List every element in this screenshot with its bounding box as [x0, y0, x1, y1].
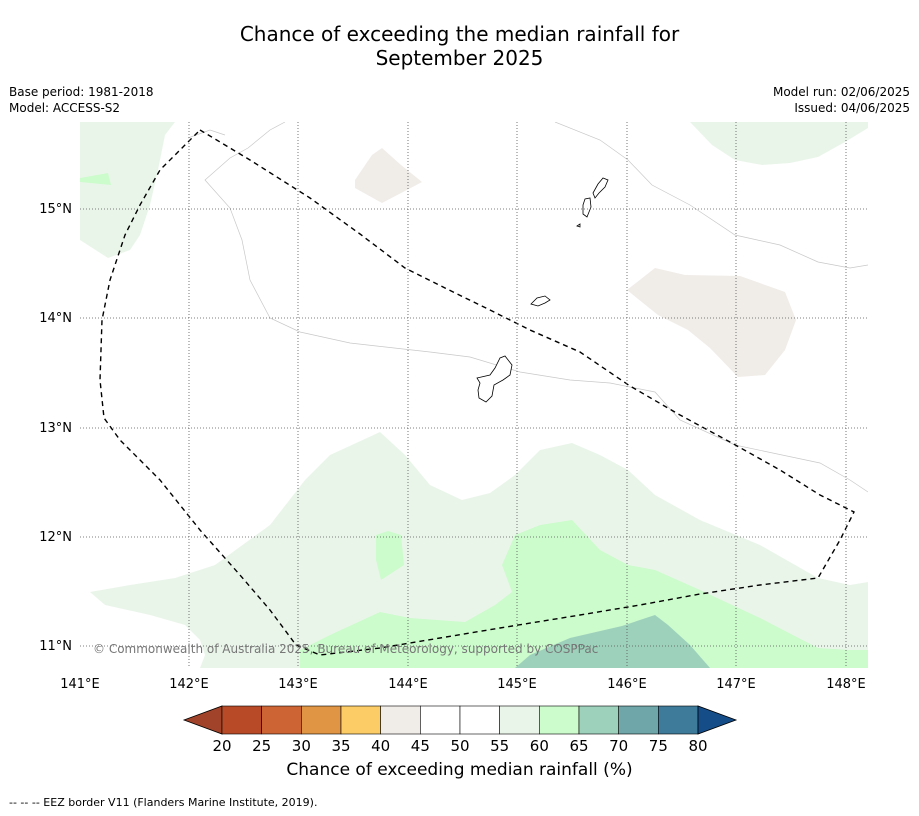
- lon-label: 144°E: [388, 677, 428, 692]
- region-45-50-north: [355, 148, 422, 203]
- contour-line: [204, 122, 868, 493]
- colorbar-segment: [221, 705, 262, 735]
- title-line-1: Chance of exceeding the median rainfall …: [239, 22, 680, 46]
- lon-label: 145°E: [497, 677, 537, 692]
- colorbar-segment: [261, 705, 302, 735]
- islands: [476, 177, 609, 403]
- colorbar-tick-label: 50: [450, 737, 469, 755]
- lat-label: 11°N: [39, 639, 72, 654]
- colorbar-tick-label: 40: [371, 737, 390, 755]
- colorbar-segment: [658, 705, 699, 735]
- lon-label: 147°E: [716, 677, 756, 692]
- lon-label: 148°E: [826, 677, 866, 692]
- map-title: Chance of exceeding the median rainfall …: [0, 22, 919, 70]
- island-tinian: [582, 197, 592, 218]
- colorbar-segment: [301, 705, 342, 735]
- contour-line: [554, 122, 868, 269]
- colorbar-tick-label: 80: [688, 737, 707, 755]
- colorbar-tick-label: 55: [490, 737, 509, 755]
- copyright-text: © Commonwealth of Australia 2025, Bureau…: [93, 642, 598, 656]
- title-line-2: September 2025: [375, 46, 544, 70]
- lat-label: 14°N: [39, 311, 72, 326]
- colorbar-tick-label: 65: [569, 737, 588, 755]
- region-55-60-northwest: [80, 122, 175, 258]
- run-info: Model run: 02/06/2025 Issued: 04/06/2025: [773, 84, 910, 116]
- colorbar-tick-label: 30: [292, 737, 311, 755]
- model-info: Base period: 1981-2018 Model: ACCESS-S2: [9, 84, 154, 116]
- island-guam: [476, 355, 513, 403]
- colorbar-tick-label: 35: [331, 737, 350, 755]
- region-60-65-northwest: [80, 173, 111, 185]
- island-aguijan: [576, 223, 581, 228]
- eez-legend: -- -- -- EEZ border V11 (Flanders Marine…: [9, 796, 318, 809]
- colorbar-tick-label: 75: [649, 737, 668, 755]
- colorbar-segment: [459, 705, 500, 735]
- region-60-65-patch: [376, 531, 404, 580]
- colorbar-segment: [618, 705, 659, 735]
- issued-date: Issued: 04/06/2025: [794, 101, 910, 115]
- colorbar-segment: [420, 705, 461, 735]
- colorbar-tick-label: 45: [411, 737, 430, 755]
- map-panel: © Commonwealth of Australia 2025, Bureau…: [80, 122, 868, 668]
- lon-label: 142°E: [169, 677, 209, 692]
- colorbar: 20 25 30 35 40 45 50 55 60 65 70 75 80: [182, 705, 738, 755]
- colorbar-extend-high: [697, 705, 738, 735]
- latitude-labels: 15°N 14°N 13°N 12°N 11°N: [39, 202, 72, 654]
- probability-fill: [80, 122, 868, 668]
- island-saipan: [592, 177, 609, 199]
- island-rota: [530, 295, 551, 307]
- colorbar-segment: [380, 705, 421, 735]
- region-45-50-east: [627, 268, 796, 377]
- lon-label: 146°E: [607, 677, 647, 692]
- base-period: Base period: 1981-2018: [9, 85, 154, 99]
- colorbar-segment: [499, 705, 540, 735]
- colorbar-segment: [539, 705, 580, 735]
- region-65-70: [515, 615, 710, 668]
- colorbar-extend-low: [182, 705, 223, 735]
- graticule: [80, 122, 868, 668]
- colorbar-tick-label: 70: [609, 737, 628, 755]
- lat-label: 12°N: [39, 530, 72, 545]
- colorbar-tick-label: 20: [212, 737, 231, 755]
- colorbar-segment: [578, 705, 619, 735]
- eez-border: [99, 129, 855, 656]
- lat-label: 15°N: [39, 202, 72, 217]
- lon-label: 143°E: [278, 677, 318, 692]
- region-60-65-south: [300, 520, 868, 668]
- longitude-labels: 141°E 142°E 143°E 144°E 145°E 146°E 147°…: [60, 677, 866, 692]
- model-name: Model: ACCESS-S2: [9, 101, 121, 115]
- lat-label: 13°N: [39, 421, 72, 436]
- colorbar-tick-label: 25: [252, 737, 271, 755]
- region-55-60-northeast: [690, 122, 868, 165]
- colorbar-label: Chance of exceeding median rainfall (%): [286, 760, 633, 780]
- colorbar-tick-label: 60: [530, 737, 549, 755]
- model-run: Model run: 02/06/2025: [772, 85, 910, 99]
- lon-label: 141°E: [60, 677, 100, 692]
- colorbar-segment: [340, 705, 381, 735]
